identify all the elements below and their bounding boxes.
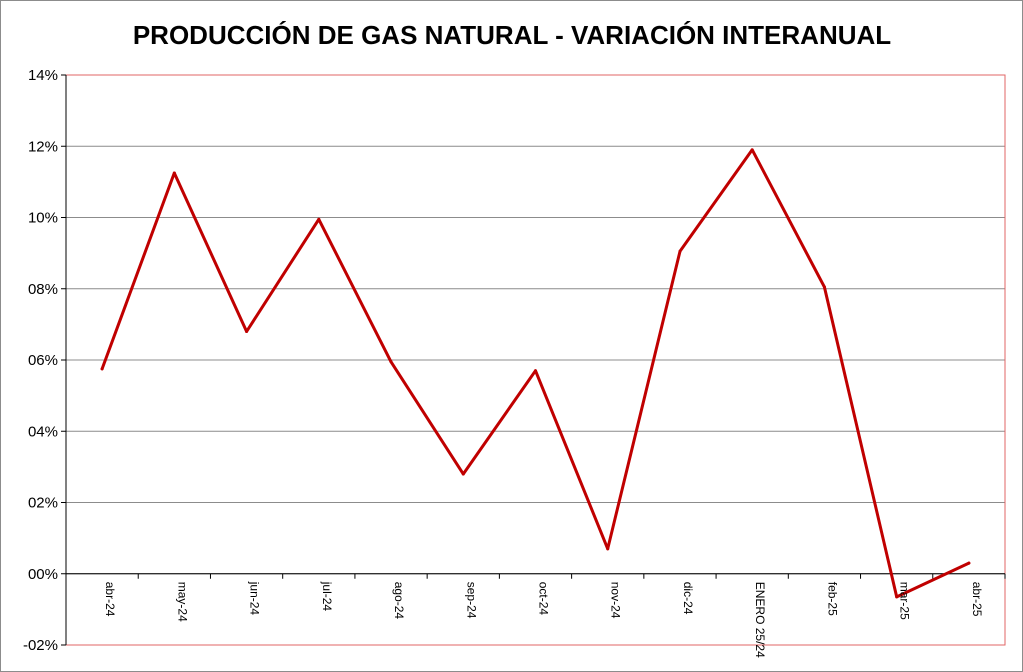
y-axis-tick-labels: 14% 12% 10% 08% 06% 04% 02% 00% -02% xyxy=(23,67,58,654)
data-point xyxy=(678,249,682,253)
x-tick-label: sep-24 xyxy=(464,582,478,619)
x-tick-label: oct-24 xyxy=(537,582,551,616)
data-point xyxy=(461,472,465,476)
x-tick-label: mar-25 xyxy=(898,582,912,620)
x-tick-label: jul-24 xyxy=(320,581,334,612)
data-point xyxy=(245,330,249,333)
y-tick-label: -02% xyxy=(23,637,58,654)
x-tick-label: abr-25 xyxy=(970,582,984,617)
series-layer xyxy=(100,148,971,599)
data-point xyxy=(606,547,610,551)
data-point xyxy=(389,360,393,364)
data-point xyxy=(750,148,754,152)
x-tick-label: feb-25 xyxy=(825,582,839,616)
y-tick-label: 02% xyxy=(28,495,58,512)
y-tick-label: 10% xyxy=(28,210,58,227)
x-tick-label: jun-24 xyxy=(248,581,262,616)
data-point xyxy=(822,285,826,289)
y-tick-label: 04% xyxy=(28,423,58,440)
data-point xyxy=(534,369,537,373)
x-tick-label: may-24 xyxy=(175,582,189,622)
x-axis-tick-labels: abr-24 may-24 jun-24 jul-24 ago-24 sep-24 oct-… xyxy=(103,581,984,658)
y-tick-label: 14% xyxy=(28,67,58,84)
x-tick-label: ENERO 25/24 xyxy=(753,582,767,658)
y-tick-label: 00% xyxy=(28,566,58,583)
data-point xyxy=(967,561,971,565)
x-tick-label: ago-24 xyxy=(392,582,406,620)
chart-title: PRODUCCIÓN DE GAS NATURAL - VARIACIÓN IN… xyxy=(133,20,891,50)
data-point xyxy=(100,367,104,371)
y-tick-label: 06% xyxy=(28,352,58,369)
y-tick-label: 08% xyxy=(28,281,58,298)
x-tick-label: abr-24 xyxy=(103,582,117,617)
x-tick-label: dic-24 xyxy=(681,582,695,615)
y-tick-label: 12% xyxy=(28,138,58,155)
data-point xyxy=(172,171,176,175)
x-tick-label: nov-24 xyxy=(609,582,623,619)
axes xyxy=(61,74,1006,646)
data-point xyxy=(895,595,899,599)
data-point xyxy=(317,217,321,221)
